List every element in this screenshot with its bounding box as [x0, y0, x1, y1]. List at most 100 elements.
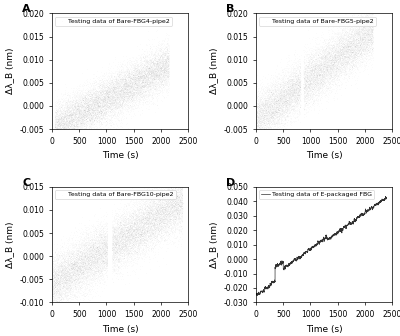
Point	[100, 240, 106, 245]
Point	[359, 52, 366, 57]
Point	[106, 60, 112, 66]
Point	[60, 132, 66, 138]
Point	[101, 111, 107, 116]
Point	[134, 62, 141, 67]
Point	[72, 241, 78, 246]
Point	[309, 79, 316, 84]
Point	[276, 96, 282, 102]
Point	[369, 35, 375, 40]
Point	[70, 110, 77, 115]
Point	[312, 72, 318, 77]
Point	[86, 264, 92, 269]
Point	[120, 84, 126, 90]
Point	[102, 106, 108, 111]
Point	[322, 61, 328, 67]
Point	[308, 54, 314, 60]
Point	[338, 51, 344, 56]
Point	[115, 117, 122, 123]
Point	[112, 245, 119, 251]
Point	[100, 103, 107, 109]
Point	[152, 200, 158, 206]
Point	[162, 59, 168, 65]
Point	[270, 88, 277, 93]
Point	[259, 119, 265, 124]
Point	[83, 242, 89, 248]
Point	[54, 258, 60, 263]
Point	[368, 27, 374, 33]
Point	[104, 83, 110, 88]
Point	[132, 80, 138, 85]
Point	[62, 292, 68, 297]
Point	[255, 121, 261, 126]
Point	[178, 182, 184, 187]
Point	[268, 129, 274, 134]
Point	[165, 61, 171, 67]
Point	[110, 101, 116, 106]
Point	[81, 273, 88, 279]
Point	[66, 118, 73, 123]
Point	[308, 78, 314, 83]
Point	[82, 249, 88, 255]
Point	[66, 114, 72, 119]
Point	[358, 26, 364, 32]
Point	[296, 104, 303, 110]
Point	[308, 53, 315, 58]
Point	[70, 255, 76, 260]
Point	[116, 106, 122, 111]
Point	[56, 132, 62, 137]
Point	[74, 126, 81, 132]
Point	[130, 222, 137, 228]
Point	[63, 306, 69, 312]
Point	[122, 221, 129, 227]
Point	[357, 51, 363, 57]
Point	[64, 124, 71, 129]
Point	[362, 35, 369, 41]
Point	[281, 91, 287, 96]
Point	[125, 229, 131, 234]
Point	[105, 100, 111, 106]
Point	[309, 76, 315, 81]
Point	[98, 245, 105, 250]
Point	[334, 68, 340, 74]
Point	[91, 81, 97, 86]
Point	[128, 212, 134, 217]
Point	[88, 107, 94, 112]
Point	[178, 180, 184, 186]
Point	[102, 251, 108, 256]
Point	[163, 192, 170, 197]
Point	[293, 93, 299, 98]
Point	[56, 274, 63, 279]
Point	[60, 255, 66, 260]
Point	[128, 258, 134, 263]
Point	[256, 118, 262, 123]
Point	[281, 117, 288, 123]
Point	[162, 64, 168, 69]
Point	[92, 266, 99, 271]
Point	[119, 255, 125, 260]
Point	[160, 82, 166, 88]
Point	[160, 204, 166, 209]
Point	[370, 24, 376, 29]
Point	[150, 234, 156, 239]
Point	[144, 206, 151, 212]
Point	[296, 63, 302, 69]
Point	[286, 101, 293, 107]
Point	[86, 244, 93, 249]
Point	[336, 45, 342, 50]
Point	[358, 39, 365, 44]
Point	[80, 130, 86, 135]
Point	[302, 89, 308, 95]
Point	[122, 220, 128, 225]
Point	[158, 53, 164, 58]
Point	[150, 218, 156, 223]
Point	[72, 237, 78, 243]
Point	[166, 215, 172, 221]
Point	[120, 91, 126, 96]
Point	[148, 210, 154, 215]
Point	[94, 115, 101, 120]
Point	[120, 94, 127, 99]
Point	[87, 106, 93, 111]
Point	[259, 130, 266, 136]
Point	[79, 103, 85, 108]
Point	[108, 91, 114, 96]
